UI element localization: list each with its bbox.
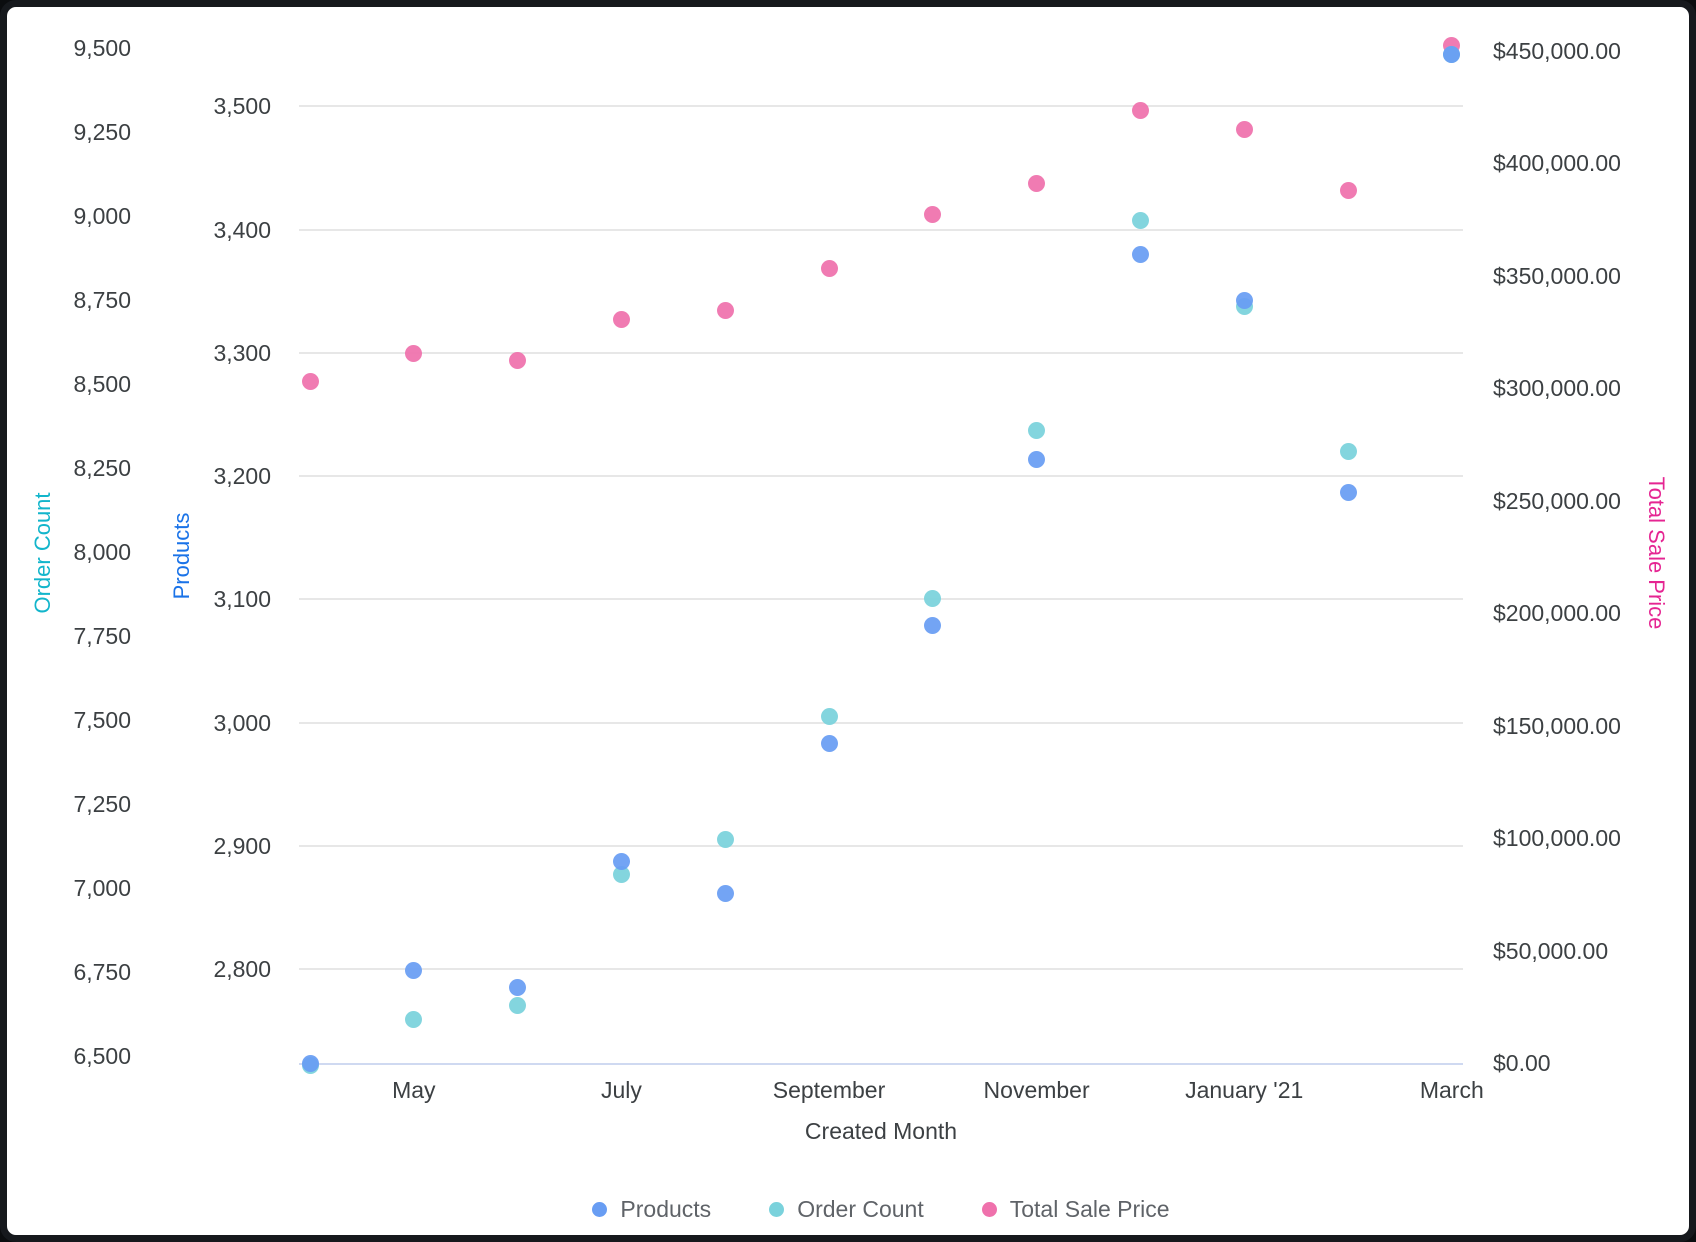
x-tick-label: November [983,1077,1090,1103]
order_count-tick-label: 8,000 [73,539,131,565]
data-point[interactable] [1028,174,1046,192]
data-point[interactable] [1235,120,1253,138]
order-count-axis-title: Order Count [30,492,55,614]
data-point[interactable] [924,206,942,224]
data-point[interactable] [509,978,527,996]
data-point[interactable] [924,590,942,608]
order-count-legend-dot-icon [769,1201,785,1217]
data-point[interactable] [1235,292,1253,310]
data-point[interactable] [924,616,942,634]
total_sale_price-tick-label: $200,000.00 [1493,600,1621,626]
gridline [299,598,1463,601]
data-point[interactable] [1339,181,1357,199]
gridline [299,844,1463,847]
x-axis-title: Created Month [804,1118,958,1144]
order_count-tick-label: 8,500 [73,371,131,397]
data-point[interactable] [405,961,423,979]
products-tick-label: 2,900 [213,832,271,859]
gridline [299,351,1463,354]
total_sale_price-tick-label: $100,000.00 [1493,825,1621,851]
products-tick-label: 3,200 [213,463,271,489]
order_count-tick-label: 7,000 [73,875,131,901]
data-point[interactable] [1131,245,1149,263]
x-tick-label: March [1419,1077,1484,1103]
legend-item-total-sale-price[interactable]: Total Sale Price [981,1196,1170,1222]
products-tick-label: 3,300 [213,339,271,366]
data-point[interactable] [612,310,630,328]
legend-label: Order Count [797,1196,924,1222]
x-tick-label: January '21 [1185,1077,1304,1103]
data-point[interactable] [612,853,630,871]
products-axis-title: Products [169,512,194,600]
products-legend-dot-icon [592,1201,608,1217]
total_sale_price-tick-label: $150,000.00 [1493,712,1621,739]
total_sale_price-tick-label: $300,000.00 [1493,375,1621,401]
total_sale_price-tick-label: $350,000.00 [1493,262,1621,289]
products-tick-label: 3,100 [213,586,271,613]
data-point[interactable] [509,351,527,369]
order_count-tick-label: 9,500 [73,35,131,61]
legend-item-products[interactable]: Products [592,1196,711,1222]
data-point[interactable] [716,301,734,319]
x-tick-label: July [600,1077,642,1103]
order_count-tick-label: 8,750 [73,287,131,313]
products-tick-label: 2,800 [213,956,271,982]
total-sale-price-legend-dot-icon [981,1201,997,1217]
x-tick-label: September [772,1077,886,1103]
order_count-tick-label: 8,250 [73,455,131,481]
legend-item-order-count[interactable]: Order Count [769,1196,924,1222]
legend: Products Order Count Total Sale Price [299,1196,1463,1222]
gridline [299,475,1463,477]
order_count-tick-label: 7,250 [73,791,131,817]
data-point[interactable] [1131,212,1149,230]
order_count-tick-label: 6,500 [73,1043,131,1069]
data-point[interactable] [405,344,423,362]
data-point[interactable] [716,831,734,849]
gridline [299,721,1463,724]
x-tick-label: May [392,1077,436,1103]
gridline [299,228,1463,231]
total_sale_price-tick-label: $250,000.00 [1493,487,1621,514]
data-point[interactable] [1028,421,1046,439]
data-point[interactable] [820,708,838,726]
data-point[interactable] [1131,102,1149,120]
order_count-tick-label: 7,500 [73,707,131,733]
data-point[interactable] [405,1010,423,1028]
total_sale_price-tick-label: $0.00 [1493,1050,1551,1076]
data-point[interactable] [820,734,838,752]
total_sale_price-tick-label: $450,000.00 [1493,37,1621,64]
order_count-tick-label: 7,750 [73,623,131,649]
gridline [299,105,1463,108]
gridline [299,968,1463,970]
data-point[interactable] [1339,483,1357,501]
legend-label: Total Sale Price [1009,1196,1170,1222]
data-point[interactable] [612,866,630,884]
products-tick-label: 3,000 [213,709,271,736]
data-point[interactable] [301,373,319,391]
legend-label: Products [620,1196,712,1222]
products-tick-label: 3,400 [213,216,271,243]
total-sale-price-axis-title: Total Sale Price [1644,476,1669,630]
data-point[interactable] [1028,451,1046,469]
data-point[interactable] [716,885,734,903]
order_count-tick-label: 9,000 [73,203,131,229]
data-point[interactable] [1443,45,1461,63]
data-point[interactable] [1339,443,1357,461]
products-tick-label: 3,500 [213,93,271,120]
order_count-tick-label: 6,750 [73,959,131,985]
data-point[interactable] [509,997,527,1015]
data-point[interactable] [820,259,838,277]
order_count-tick-label: 9,250 [73,119,131,145]
total_sale_price-tick-label: $50,000.00 [1493,937,1609,964]
total_sale_price-tick-label: $400,000.00 [1493,150,1621,176]
data-point[interactable] [301,1055,319,1073]
x-axis-line [299,1063,1463,1065]
